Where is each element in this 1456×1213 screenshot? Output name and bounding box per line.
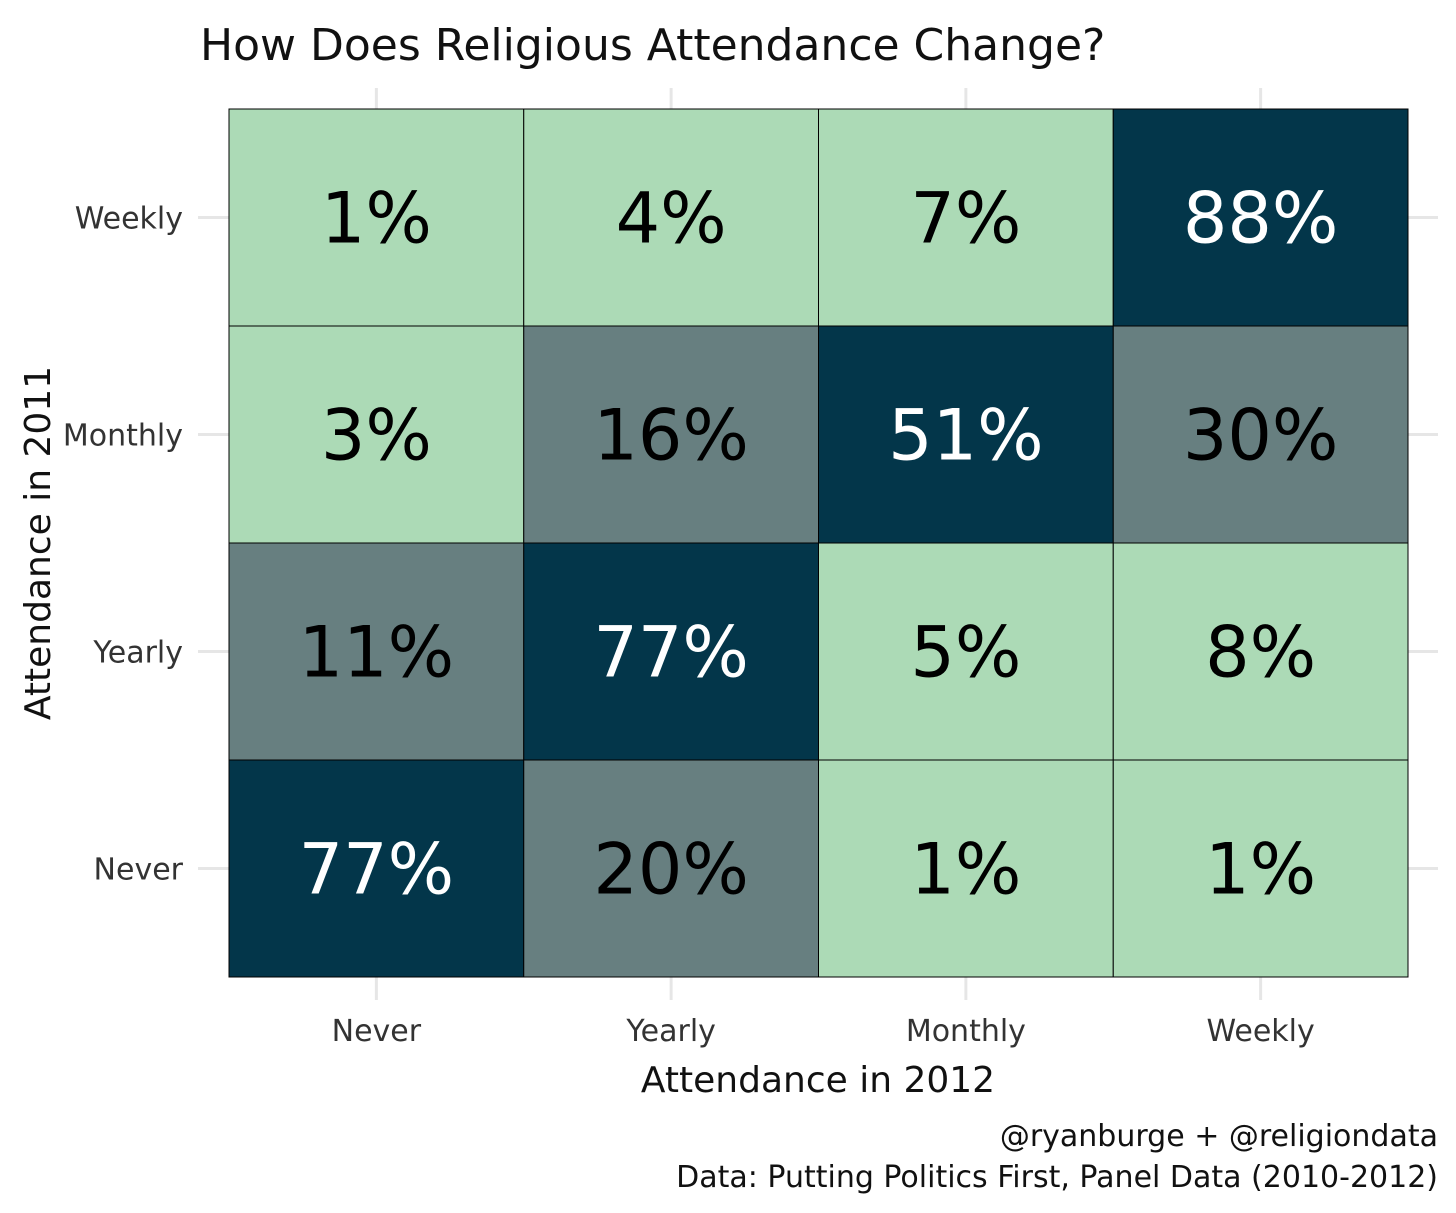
heatmap-cell-monthly-weekly xyxy=(1112,325,1409,544)
heatmap-cell-never-weekly xyxy=(1112,759,1409,978)
x-tick-label: Weekly xyxy=(1206,1014,1314,1049)
heatmap-cell-weekly-weekly xyxy=(1112,108,1409,327)
cell-value-label: 3% xyxy=(321,395,432,477)
x-tick-label: Yearly xyxy=(625,1014,716,1049)
x-tick-label: Monthly xyxy=(906,1014,1026,1049)
y-axis-ticks: Weekly Monthly Yearly Never xyxy=(63,202,184,888)
heatmap-cell-never-yearly xyxy=(523,759,819,978)
cell-value-label: 4% xyxy=(616,178,727,260)
label-layer: 1% 4% 7% 88% 3% 16% 51% 30% 11% 77% 5% 8% 77% 20% 1% 1% xyxy=(299,178,1339,911)
cell-value-label: 1% xyxy=(321,178,432,260)
cell-value-label: 5% xyxy=(910,612,1021,694)
cell-value-label: 8% xyxy=(1205,612,1316,694)
heatmap-cell-monthly-yearly xyxy=(523,325,819,544)
x-axis-ticks: Never Yearly Monthly Weekly xyxy=(332,1014,1315,1049)
cell-value-label: 7% xyxy=(910,178,1021,260)
caption-source: Data: Putting Politics First, Panel Data… xyxy=(676,1160,1438,1195)
heatmap-cell-yearly-monthly xyxy=(818,542,1114,761)
heatmap-cell-never-never xyxy=(228,759,525,978)
cell-layer xyxy=(228,108,1409,978)
caption-credit: @ryanburge + @religiondata xyxy=(1000,1119,1438,1154)
heatmap-cell-never-monthly xyxy=(818,759,1114,978)
cell-value-label: 16% xyxy=(593,395,749,477)
chart-title: How Does Religious Attendance Change? xyxy=(200,20,1105,71)
cell-value-label: 77% xyxy=(593,612,749,694)
cell-value-label: 1% xyxy=(1205,829,1316,911)
y-tick-label: Weekly xyxy=(75,202,183,237)
cell-value-label: 30% xyxy=(1183,395,1339,477)
x-tick-label: Never xyxy=(332,1014,422,1049)
heatmap-cell-yearly-weekly xyxy=(1112,542,1409,761)
cell-value-label: 77% xyxy=(299,829,455,911)
cell-value-label: 51% xyxy=(888,395,1044,477)
y-tick-label: Never xyxy=(94,853,184,888)
cell-value-label: 88% xyxy=(1183,178,1339,260)
heatmap-cell-monthly-monthly xyxy=(818,325,1114,544)
y-tick-label: Monthly xyxy=(63,419,183,454)
heatmap-cell-weekly-yearly xyxy=(523,108,819,327)
heatmap-cell-weekly-monthly xyxy=(818,108,1114,327)
heatmap-cell-monthly-never xyxy=(228,325,525,544)
y-tick-label: Yearly xyxy=(92,636,183,671)
cell-value-label: 11% xyxy=(299,612,455,694)
x-axis-title: Attendance in 2012 xyxy=(641,1060,995,1101)
cell-value-label: 20% xyxy=(593,829,749,911)
heatmap-cell-weekly-never xyxy=(228,108,525,327)
cell-value-label: 1% xyxy=(910,829,1021,911)
y-axis-title: Attendance in 2011 xyxy=(18,366,59,720)
